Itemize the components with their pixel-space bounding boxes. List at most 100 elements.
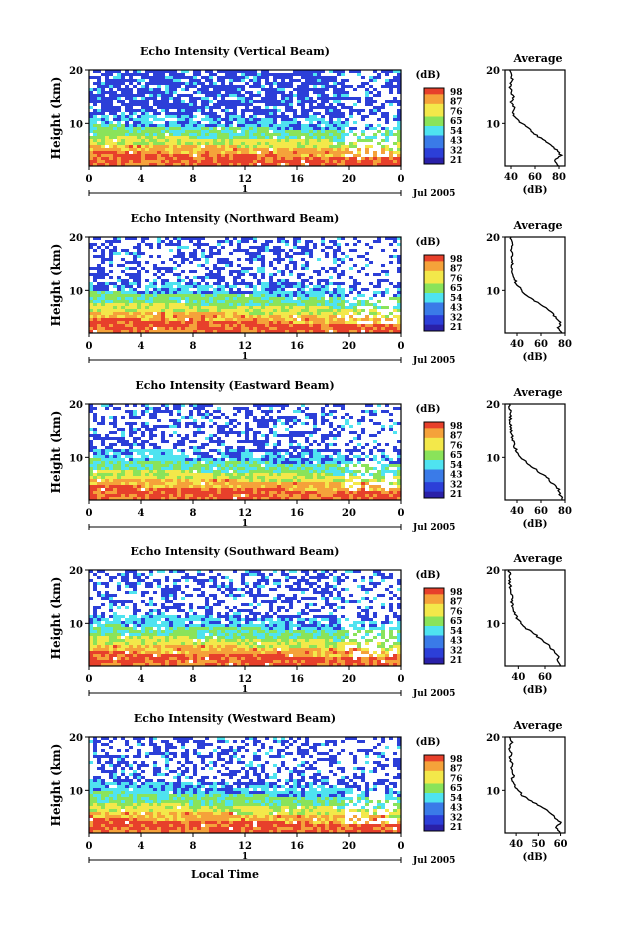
heatmap-cell [333,297,337,300]
heatmap-cell [209,82,213,85]
heatmap-cell [129,431,133,434]
heatmap-cell [349,470,353,473]
heatmap-cell [293,240,297,243]
heatmap-cell [349,324,353,327]
heatmap-cell [97,127,101,130]
heatmap-cell [93,294,97,297]
heatmap-cell [221,109,225,112]
heatmap-cell [141,473,145,476]
heatmap-cell [301,148,305,151]
heatmap-cell [285,106,289,109]
heatmap-cell [361,82,365,85]
heatmap-cell [229,273,233,276]
heatmap-cell [301,94,305,97]
heatmap-cell [389,297,393,300]
heatmap-cell [117,449,121,452]
heatmap-cell [209,300,213,303]
heatmap-cell [229,142,233,145]
heatmap-cell [353,327,357,330]
heatmap-cell [337,136,341,139]
heatmap-cell [133,327,137,330]
heatmap-cell [309,127,313,130]
heatmap-cell [217,258,221,261]
heatmap-cell [281,306,285,309]
heatmap-cell [273,288,277,291]
heatmap-cell [325,151,329,154]
heatmap-cell [201,473,205,476]
heatmap-cell [93,476,97,479]
heatmap-cell [173,473,177,476]
heatmap-cell [177,109,181,112]
heatmap-cell [153,100,157,103]
heatmap-cell [277,270,281,273]
heatmap-cell [269,249,273,252]
heatmap-cell [157,327,161,330]
heatmap-cell [321,297,325,300]
heatmap-cell [157,88,161,91]
heatmap-cell [177,264,181,267]
heatmap-cell [97,267,101,270]
heatmap-cell [321,455,325,458]
heatmap-cell [129,300,133,303]
heatmap-cell [129,118,133,121]
heatmap-cell [145,449,149,452]
heatmap-cell [129,458,133,461]
heatmap-cell [269,431,273,434]
heatmap-cell [201,443,205,446]
heatmap-cell [169,452,173,455]
heatmap-cell [209,124,213,127]
heatmap-cell [309,79,313,82]
heatmap-cell [313,419,317,422]
heatmap-cell [229,324,233,327]
heatmap-cell [245,458,249,461]
heatmap-cell [205,309,209,312]
heatmap-cell [265,324,269,327]
heatmap-cell [109,449,113,452]
heatmap-cell [221,88,225,91]
heatmap-cell [209,434,213,437]
heatmap-cell [177,115,181,118]
heatmap-cell [201,133,205,136]
heatmap-cell [317,318,321,321]
heatmap-cell [237,124,241,127]
heatmap-cell [193,133,197,136]
heatmap-cell [205,100,209,103]
heatmap-cell [369,419,373,422]
heatmap-cell [337,151,341,154]
heatmap-cell [313,124,317,127]
heatmap-cell [197,303,201,306]
heatmap-cell [337,145,341,148]
heatmap-cell [141,142,145,145]
heatmap-cell [233,327,237,330]
heatmap-cell [97,88,101,91]
heatmap-cell [337,246,341,249]
heatmap-cell [229,327,233,330]
heatmap-cell [357,282,361,285]
heatmap-cell [141,79,145,82]
heatmap-cell [241,318,245,321]
heatmap-cell [105,324,109,327]
heatmap-cell [189,473,193,476]
heatmap-cell [309,82,313,85]
heatmap-cell [161,464,165,467]
colorbar-swatch [424,255,444,259]
heatmap-cell [253,127,257,130]
heatmap-cell [101,288,105,291]
heatmap-cell [221,312,225,315]
heatmap-cell [185,294,189,297]
heatmap-cell [313,413,317,416]
heatmap-cell [169,249,173,252]
heatmap-cell [317,73,321,76]
heatmap-cell [357,419,361,422]
heatmap-cell [273,88,277,91]
heatmap-cell [197,455,201,458]
heatmap-cell [253,94,257,97]
heatmap-cell [233,297,237,300]
heatmap-cell [325,449,329,452]
heatmap-cell [373,312,377,315]
heatmap-cell [121,300,125,303]
heatmap-cell [177,473,181,476]
heatmap-cell [237,243,241,246]
heatmap-cell [253,255,257,258]
heatmap-cell [153,416,157,419]
